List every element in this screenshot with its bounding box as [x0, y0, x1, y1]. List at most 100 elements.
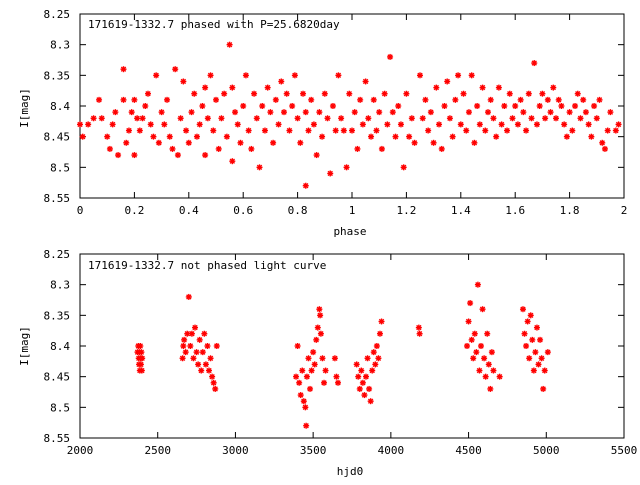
unphased-data-point [496, 373, 503, 380]
phased-data-point [392, 133, 399, 140]
phased-data-point [487, 96, 494, 103]
phased-data-point [457, 121, 464, 128]
unphased-data-point [213, 343, 220, 349]
phased-x-tick-label: 1.6 [505, 204, 525, 217]
phased-data-point [120, 66, 127, 73]
phased-data-point [251, 90, 258, 97]
phased-data-point [591, 103, 598, 109]
phased-data-point [125, 127, 132, 134]
unphased-data-point [366, 385, 373, 392]
unphased-data-point [361, 392, 368, 399]
phased-data-point [582, 109, 589, 116]
phased-data-point [512, 103, 519, 109]
phased-data-point [370, 96, 377, 103]
phased-data-point [172, 66, 179, 73]
phased-data-point [539, 90, 546, 97]
phased-data-point [207, 72, 214, 79]
phased-data-point [245, 127, 252, 134]
unphased-data-point [476, 367, 483, 374]
phased-data-point [183, 127, 190, 134]
unphased-x-tick-label: 5500 [611, 444, 638, 457]
phased-data-point [427, 109, 434, 116]
unphased-y-tick-label: 8.25 [44, 248, 71, 261]
phased-data-point [465, 109, 472, 116]
phased-data-point [213, 96, 219, 103]
phased-panel-title: 171619-1332.7 phased with P=25.6820day [88, 18, 340, 31]
unphased-data-point [524, 318, 531, 325]
phased-data-point [275, 121, 282, 128]
unphased-data-point [195, 361, 202, 368]
phased-data-point [234, 121, 241, 128]
unphased-data-point [468, 336, 475, 343]
phased-data-point [446, 115, 453, 122]
unphased-data-point [316, 306, 323, 313]
unphased-data-point [369, 367, 376, 374]
phased-data-point [378, 145, 385, 152]
unphased-panel-y-label: I[mag] [18, 326, 31, 366]
unphased-x-tick-label: 2500 [144, 444, 171, 457]
phased-data-point [321, 90, 328, 97]
unphased-x-tick-label: 3000 [222, 444, 249, 457]
phased-data-point [223, 133, 230, 140]
unphased-data-point [373, 343, 380, 349]
phased-data-point [98, 115, 105, 122]
phased-data-point [96, 96, 103, 103]
unphased-data-point [519, 306, 526, 313]
phased-data-point [248, 145, 255, 152]
phased-data-point [550, 84, 557, 91]
unphased-y-tick-label: 8.35 [44, 309, 71, 322]
phased-panel-x-label: phase [333, 225, 366, 238]
unphased-data-point [541, 367, 548, 374]
phased-data-point [297, 139, 304, 146]
unphased-data-point [356, 385, 363, 392]
phased-data-point [580, 96, 587, 103]
unphased-data-point [317, 330, 324, 337]
unphased-data-point [527, 312, 534, 319]
phased-data-point [253, 115, 260, 122]
phased-data-point [438, 145, 445, 152]
unphased-data-point [479, 306, 486, 313]
phased-data-point [259, 103, 266, 109]
unphased-data-point [139, 355, 146, 362]
phased-data-point [106, 145, 113, 152]
unphased-y-tick-label: 8.3 [50, 279, 70, 292]
phased-data-point [359, 121, 366, 128]
phased-data-point [365, 115, 372, 122]
unphased-data-point [297, 392, 304, 399]
phased-data-point [495, 84, 502, 91]
unphased-y-tick-label: 8.45 [44, 371, 71, 384]
phased-data-point [335, 72, 342, 79]
phased-data-point [468, 72, 475, 79]
phased-data-point [215, 145, 222, 152]
unphased-panel-x-label: hjd0 [337, 465, 364, 478]
phased-data-point [471, 139, 478, 146]
phased-data-point [308, 96, 315, 103]
phased-data-point [520, 109, 527, 116]
phased-y-tick-label: 8.4 [50, 100, 70, 113]
unphased-data-point [526, 355, 533, 362]
phased-data-point [332, 127, 339, 134]
phased-data-point [210, 127, 217, 134]
phased-data-point [449, 133, 456, 140]
unphased-data-point [305, 355, 312, 362]
phased-data-point [264, 84, 271, 91]
unphased-data-point [538, 355, 545, 362]
phased-data-point [376, 109, 383, 116]
phased-data-point [131, 152, 138, 159]
unphased-data-point [293, 373, 300, 380]
phased-data-point [188, 109, 195, 116]
phased-data-point [357, 96, 364, 103]
unphased-y-tick-label: 8.4 [50, 340, 70, 353]
phased-data-point [349, 127, 355, 134]
phased-data-point [517, 96, 524, 103]
phased-data-point [90, 115, 97, 122]
phased-data-point [104, 133, 111, 140]
phased-data-point [232, 109, 239, 116]
phased-data-point [566, 109, 573, 116]
unphased-data-point [187, 343, 194, 349]
unphased-data-point [331, 355, 338, 362]
unphased-data-point [201, 330, 208, 337]
unphased-data-point [137, 343, 144, 349]
unphased-data-point [485, 361, 492, 368]
